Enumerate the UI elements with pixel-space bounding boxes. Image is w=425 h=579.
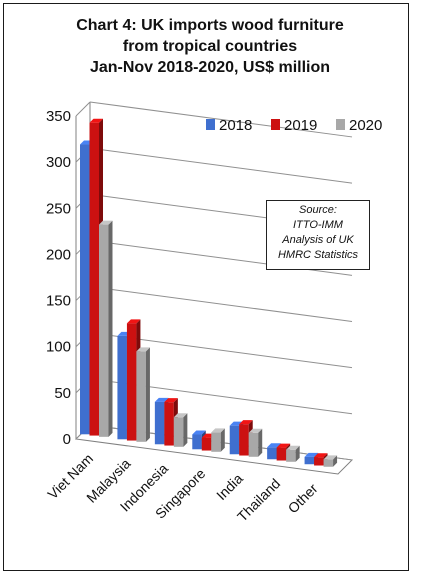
bar-front [229,425,240,455]
bar-front [314,457,324,466]
bar-layer [80,118,338,467]
legend-label: 2019 [284,117,317,134]
y-tick-label: 100 [46,339,71,356]
bar-front [192,434,202,450]
legend-label: 2020 [349,117,382,134]
legend-swatch [271,119,280,130]
chart-frame [3,3,409,571]
bar-top [192,430,206,435]
bar-side [145,347,150,442]
bar-side [220,428,225,452]
bar-top [304,452,319,457]
source-note-line-3: Analysis of UK [282,234,354,246]
bar-front [239,424,249,456]
bar-front [248,432,259,457]
x-tick-label: India [213,470,246,503]
gridline [89,147,353,184]
gridline [89,286,353,323]
y-tick-label: 200 [46,246,71,263]
bar-front [154,401,165,445]
chart-title-line-3: Jan-Nov 2018-2020, US$ million [89,59,331,76]
gridline-side [75,101,91,117]
y-tick-label: 250 [46,200,71,217]
bar-top [314,453,328,458]
bar-front [286,449,296,462]
bar [248,428,263,457]
y-axis-ticks: 0 50 100 150 200 250 300 350 [46,108,71,448]
bar [286,445,300,462]
bar-front [201,437,212,451]
bar-top [126,319,141,324]
source-note-line-1: Source: [299,204,337,216]
bar-side [295,445,300,462]
bar-top [173,413,188,418]
bar-side [258,428,263,457]
x-tick-label: Other [285,480,321,516]
bar-front [126,323,137,441]
legend-swatch [336,119,345,130]
bar-top [239,420,253,425]
bar-side [108,220,113,437]
bar-front [304,456,315,465]
bar-top [89,118,103,123]
bar-top [154,397,169,402]
bar-front [323,459,334,467]
bar-top [99,220,113,225]
grid-layer [74,101,354,475]
bar-top [136,347,150,352]
bar-top [286,445,300,450]
source-note-line-2: ITTO-IMM [293,219,343,231]
bar [173,413,188,447]
legend-swatch [206,119,215,130]
bar-front [267,447,277,460]
bar-front [164,402,174,446]
bar-top [267,443,281,448]
bar-front [211,432,221,452]
chart-legend: 2018 2019 2020 [206,117,382,134]
y-tick-label: 300 [46,154,71,171]
bar-front [173,417,184,447]
bar-front [99,224,109,437]
bar-top [323,455,338,460]
bar [323,455,338,467]
source-note: Source: ITTO-IMM Analysis of UK HMRC Sta… [266,200,370,270]
bar-top [276,443,291,448]
bar [211,428,225,452]
bar-front [80,144,90,435]
bar-front [276,447,287,461]
bar-top [248,428,263,433]
source-note-line-4: HMRC Statistics [277,249,359,261]
legend-label: 2018 [219,117,252,134]
chart-title-line-2: from tropical countries [122,38,298,55]
y-tick-label: 0 [63,431,71,448]
bar-front [117,335,127,440]
bar-front [136,351,146,442]
bar-top [211,428,225,433]
bar-side [333,455,338,467]
y-tick-label: 150 [46,293,71,310]
bar [99,220,113,437]
chart-title-line-1: Chart 4: UK imports wood furniture [76,17,344,34]
y-tick-label: 50 [54,385,71,402]
bar-front [89,122,99,436]
gridline [89,101,353,138]
bar [136,347,150,442]
bar-top [164,398,178,403]
chart-title: Chart 4: UK imports wood furniture from … [20,15,400,78]
bar-side [183,413,188,447]
y-tick-label: 350 [46,108,71,125]
